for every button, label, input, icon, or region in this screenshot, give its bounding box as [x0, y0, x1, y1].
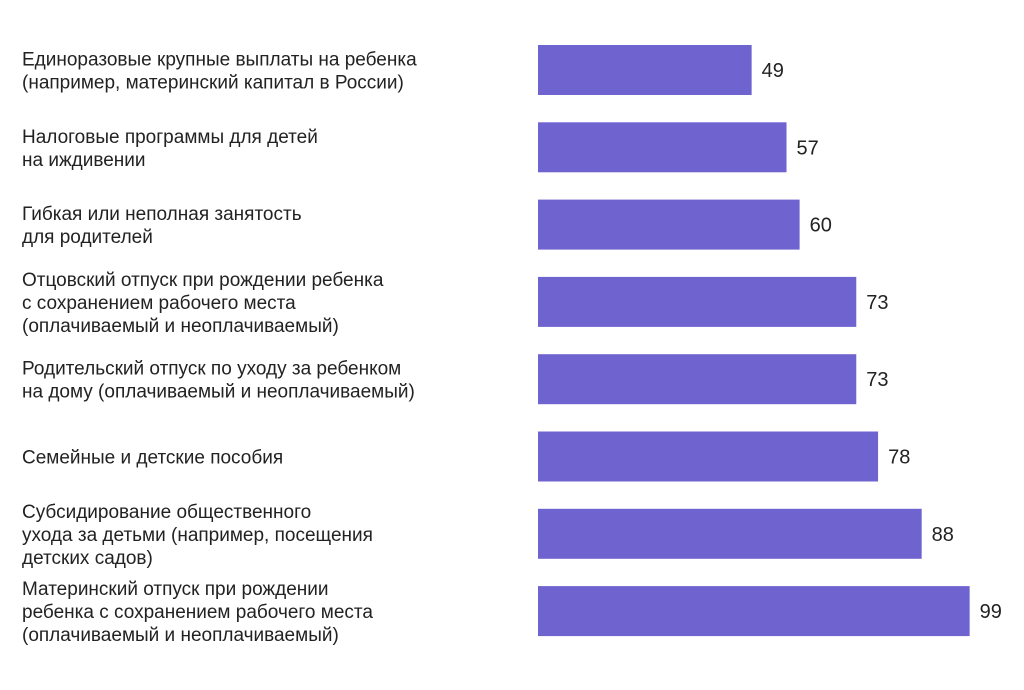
bar-2 — [538, 122, 787, 173]
category-label-8: Материнский отпуск при рождении ребенка с… — [22, 579, 373, 646]
value-labels-layer: 49 57 60 73 73 78 88 99 — [762, 60, 1002, 623]
category-label-line: Субсидирование общественного — [22, 502, 311, 523]
value-label-8: 99 — [980, 601, 1002, 623]
category-label-line: на иждивении — [22, 150, 146, 171]
category-label-3: Гибкая или неполная занятость для родител… — [22, 204, 302, 248]
bar-7 — [538, 508, 922, 559]
category-label-5: Родительский отпуск по уходу за ребенком… — [22, 359, 415, 403]
category-label-1: Единоразовые крупные выплаты на ребенка(… — [22, 50, 417, 94]
category-label-line: детских садов) — [22, 548, 153, 569]
category-label-6: Семейные и детские пособия — [22, 448, 283, 469]
category-label-line: Родительский отпуск по уходу за ребенком — [22, 359, 401, 380]
value-label-7: 88 — [932, 524, 954, 546]
bar-6 — [538, 431, 879, 482]
category-label-line: на дому (оплачиваемый и неоплачиваемый) — [22, 382, 415, 403]
bar-1 — [538, 45, 752, 95]
value-label-5: 73 — [866, 369, 888, 391]
category-label-2: Налоговые программы для детей на иждивени… — [22, 127, 318, 171]
bars-layer — [538, 45, 970, 637]
category-label-line: Налоговые программы для детей — [22, 127, 318, 148]
category-label-line: (например, материнский капитал в России) — [22, 73, 404, 94]
category-label-line: для родителей — [22, 227, 153, 248]
category-label-line: Гибкая или неполная занятость — [22, 204, 302, 225]
value-label-1: 49 — [762, 60, 784, 82]
category-label-7: Субсидирование общественного ухода за дет… — [22, 502, 373, 569]
category-label-line: ребенка с сохранением рабочего места — [22, 602, 373, 623]
category-label-line: Единоразовые крупные выплаты на ребенка — [22, 50, 417, 71]
category-label-line: Семейные и детские пособия — [22, 448, 283, 469]
category-label-line: (оплачиваемый и неоплачиваемый) — [22, 625, 339, 646]
value-label-2: 57 — [797, 137, 819, 159]
bar-3 — [538, 199, 800, 250]
bar-8 — [538, 586, 970, 637]
category-label-4: Отцовский отпуск при рождении ребенка с с… — [22, 270, 384, 337]
category-label-line: с сохранением рабочего места — [22, 293, 296, 314]
value-label-6: 78 — [888, 447, 910, 469]
category-labels-layer: Единоразовые крупные выплаты на ребенка(… — [22, 50, 417, 647]
category-label-line: Отцовский отпуск при рождении ребенка — [22, 270, 384, 291]
category-label-line: ухода за детьми (например, посещения — [22, 525, 373, 546]
category-label-line: (оплачиваемый и неоплачиваемый) — [22, 316, 339, 337]
bar-4 — [538, 276, 857, 327]
value-label-4: 73 — [866, 292, 888, 314]
bar-5 — [538, 354, 857, 405]
category-label-line: Материнский отпуск при рождении — [22, 579, 329, 600]
value-label-3: 60 — [810, 215, 832, 237]
